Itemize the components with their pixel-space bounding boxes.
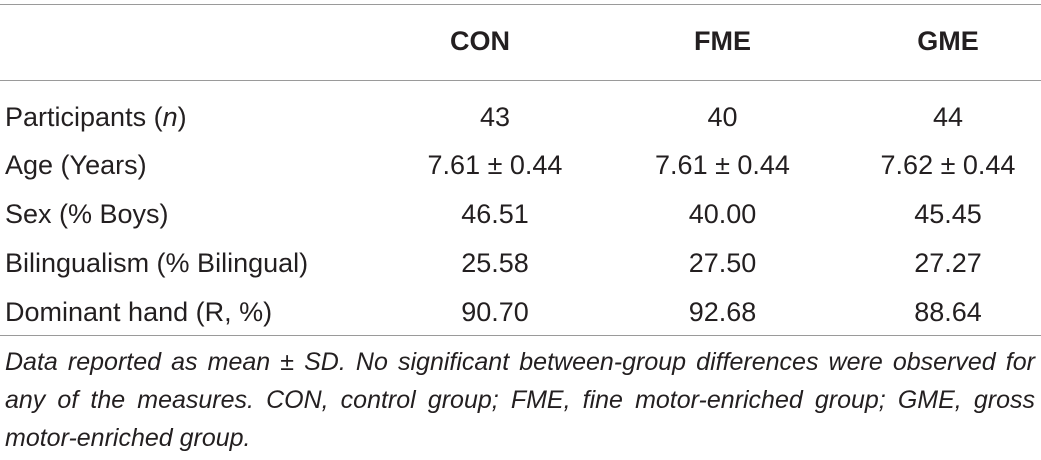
cell-fme: 40 — [707, 101, 738, 132]
cell-gme: 44 — [932, 101, 964, 132]
cell-con: 43 — [479, 101, 511, 132]
cell-gme: 45.45 — [914, 199, 982, 229]
cell-fme: 92.68 — [688, 297, 757, 327]
cell-con: 90.70 — [461, 297, 529, 327]
table-footnote: Data reported as mean ± SD. No significa… — [5, 348, 1035, 452]
cell-fme: 7.61 ± 0.44 — [655, 150, 790, 180]
header-fme: FME — [694, 26, 751, 56]
table-row: Bilingualism (% Bilingual) 25.58 27.50 2… — [0, 239, 1041, 288]
cell-con: 25.58 — [461, 248, 529, 278]
cell-fme: 27.50 — [688, 248, 757, 278]
row-label: Dominant hand (R, %) — [5, 297, 273, 327]
table-top-rule — [0, 4, 1041, 5]
header-stub — [0, 0, 370, 81]
header-gme: GME — [917, 26, 979, 56]
row-label: Age (Years) — [5, 150, 147, 180]
table-header-row: CON FME GME — [0, 0, 1041, 81]
cell-fme: 40.00 — [688, 199, 757, 229]
table-row: Age (Years) 7.61 ± 0.44 7.61 ± 0.44 7.62… — [0, 141, 1041, 190]
table-row: Sex (% Boys) 46.51 40.00 45.45 — [0, 190, 1041, 239]
cell-gme: 7.62 ± 0.44 — [880, 150, 1016, 180]
row-label: Bilingualism (% Bilingual) — [5, 248, 309, 278]
row-label: Sex (% Boys) — [5, 199, 169, 229]
table-row: Participants (n) 43 40 44 — [0, 81, 1041, 141]
cell-gme: 27.27 — [914, 248, 982, 278]
table-bottom-rule — [0, 335, 1041, 336]
cell-gme: 88.64 — [914, 297, 982, 327]
table-row: Dominant hand (R, %) 90.70 92.68 88.64 — [0, 288, 1041, 337]
table-header-rule — [0, 80, 1041, 81]
header-con: CON — [450, 26, 510, 56]
cell-con: 46.51 — [461, 199, 529, 229]
cell-con: 7.61 ± 0.44 — [427, 150, 563, 180]
row-label: Participants (n) — [5, 101, 187, 132]
table-grid: CON FME GME Participants (n) 43 40 44 Ag… — [0, 0, 1041, 337]
